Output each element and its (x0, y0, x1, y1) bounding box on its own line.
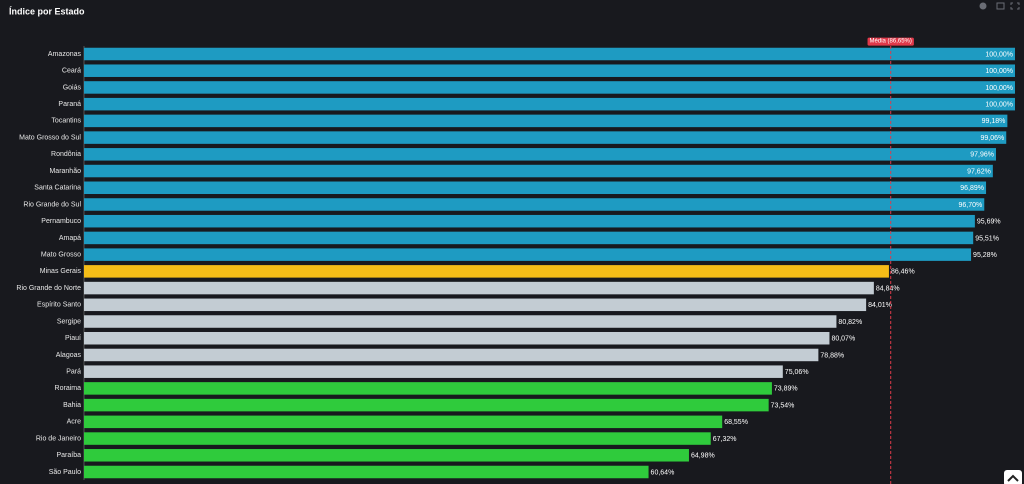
value-label: 60,64% (651, 469, 675, 476)
bar (84, 398, 769, 412)
y-tick-label: Amazonas (48, 51, 82, 58)
value-label: 95,28% (973, 252, 997, 259)
y-tick-label: Roraima (55, 385, 82, 392)
bar (84, 248, 972, 261)
y-tick-label: Piauí (65, 335, 81, 342)
bar (84, 214, 975, 228)
bar (84, 148, 997, 161)
value-label: 78,88% (820, 352, 844, 359)
bar (84, 382, 772, 395)
y-tick-label: Mato Grosso do Sul (19, 134, 81, 141)
value-label: 96,70% (959, 202, 983, 209)
value-label: 64,98% (691, 453, 715, 460)
bar (84, 331, 830, 345)
value-label: 99,18% (982, 118, 1006, 125)
value-label: 95,51% (975, 235, 999, 242)
y-tick-label: Rio Grande do Norte (16, 285, 81, 292)
bar (84, 298, 867, 312)
bar (84, 131, 1007, 144)
value-label: 100,00% (985, 102, 1013, 109)
bar (84, 415, 723, 429)
y-tick-label: Bahia (63, 402, 81, 409)
bar (84, 231, 974, 245)
fullscreen-icon[interactable] (1010, 2, 1020, 10)
y-tick-label: Sergipe (57, 318, 81, 325)
y-tick-label: Rondônia (51, 151, 81, 158)
y-tick-label: Acre (67, 419, 82, 426)
value-label: 84,01% (868, 302, 892, 309)
y-tick-label: Pernambuco (41, 218, 81, 225)
bar (84, 47, 1015, 61)
average-label-background (867, 37, 914, 46)
scroll-top-arrow (1007, 474, 1019, 482)
value-label: 73,54% (771, 402, 795, 409)
y-tick-label: Paraná (58, 101, 81, 108)
bar (84, 449, 689, 462)
close-icon[interactable] (979, 2, 987, 10)
value-label: 73,89% (774, 386, 798, 393)
average-label: Média (86,65%) (870, 39, 912, 45)
value-label: 100,00% (985, 68, 1013, 75)
y-tick-label: Tocantins (51, 118, 81, 125)
value-label: 100,00% (985, 85, 1013, 92)
y-tick-label: Rio de Janeiro (36, 435, 81, 442)
scroll-top-button[interactable] (1004, 470, 1022, 484)
value-label: 99,06% (980, 135, 1004, 142)
bar (84, 181, 987, 195)
bar (84, 265, 889, 278)
chart-title: Índice por Estado (9, 6, 85, 16)
value-label: 86,46% (891, 269, 915, 276)
plot-area: Amazonas 100,00% Ceará 100,00% Goiás 100,00% P… (16, 37, 1015, 484)
value-label: 80,07% (831, 336, 855, 343)
y-tick-label: Mato Grosso (41, 251, 81, 258)
y-tick-label: Santa Catarina (34, 185, 81, 192)
bar (84, 348, 819, 362)
bar (84, 315, 837, 328)
value-label: 84,84% (876, 285, 900, 292)
value-label: 96,89% (960, 185, 984, 192)
bar (84, 164, 993, 178)
y-tick-label: São Paulo (49, 469, 81, 476)
bar (84, 465, 649, 479)
y-tick-label: Amapá (59, 235, 81, 242)
bar (84, 97, 1015, 111)
y-tick-label: Paraíba (56, 452, 81, 459)
bar (84, 365, 783, 378)
y-tick-label: Pará (66, 369, 81, 376)
bar (84, 281, 874, 295)
bar (84, 114, 1008, 128)
bar (84, 198, 985, 211)
value-label: 75,06% (785, 369, 809, 376)
y-tick-label: Goiás (63, 84, 82, 91)
value-label: 100,00% (985, 51, 1013, 58)
y-tick-label: Ceará (62, 68, 81, 75)
bar (84, 432, 711, 445)
y-tick-label: Espírito Santo (37, 302, 81, 309)
y-tick-label: Rio Grande do Sul (23, 201, 81, 208)
bar (84, 81, 1015, 94)
value-label: 68,55% (724, 419, 748, 426)
value-label: 80,82% (838, 319, 862, 326)
bar (84, 64, 1015, 77)
y-tick-label: Minas Gerais (40, 268, 82, 275)
value-label: 67,32% (713, 436, 737, 443)
value-label: 95,69% (977, 219, 1001, 226)
y-tick-label: Maranhão (49, 168, 81, 175)
panel-icons[interactable] (979, 2, 1020, 10)
y-tick-label: Alagoas (56, 352, 82, 359)
value-label: 97,96% (970, 152, 994, 159)
table-icon[interactable] (996, 2, 1005, 10)
value-label: 97,62% (967, 168, 991, 175)
